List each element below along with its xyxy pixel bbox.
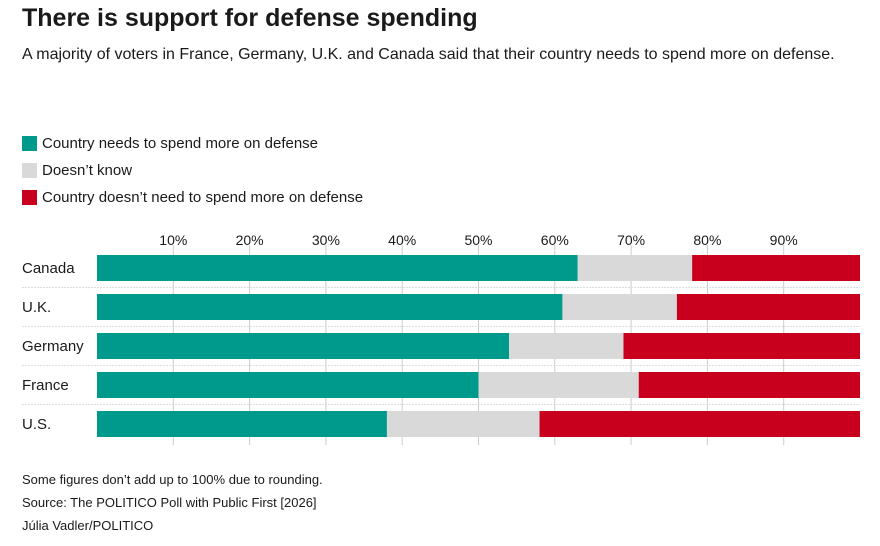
category-label: Canada xyxy=(22,260,75,277)
credit-note: Júlia Vadler/POLITICO xyxy=(22,518,154,533)
x-tick-label: 90% xyxy=(770,232,798,248)
bar-segment xyxy=(97,372,479,398)
bar-segment xyxy=(562,294,677,320)
legend-swatch xyxy=(22,136,37,151)
bar-segment xyxy=(623,333,860,359)
bar-segment xyxy=(638,372,860,398)
x-tick-label: 70% xyxy=(617,232,645,248)
chart-subtitle: A majority of voters in France, Germany,… xyxy=(22,46,835,63)
bar-segment xyxy=(97,294,563,320)
legend-label: Doesn’t know xyxy=(42,162,133,179)
category-label: France xyxy=(22,377,69,394)
x-tick-label: 60% xyxy=(541,232,569,248)
bar-segment xyxy=(509,333,624,359)
legend-swatch xyxy=(22,190,37,205)
footnotes: Some figures don’t add up to 100% due to… xyxy=(22,468,323,537)
rounding-note: Some figures don’t add up to 100% due to… xyxy=(22,472,323,487)
legend-item: Country doesn’t need to spend more on de… xyxy=(22,184,363,211)
bar-segment xyxy=(97,411,387,437)
legend: Country needs to spend more on defense D… xyxy=(22,130,363,211)
bar-segment xyxy=(692,255,860,281)
bar-segment xyxy=(386,411,540,437)
legend-label: Country needs to spend more on defense xyxy=(42,135,319,152)
legend-swatch xyxy=(22,163,37,178)
category-label: U.S. xyxy=(22,416,51,433)
x-tick-label: 40% xyxy=(388,232,416,248)
legend-item: Country needs to spend more on defense xyxy=(22,130,363,157)
chart-title: There is support for defense spending xyxy=(22,4,478,32)
source-note: Source: The POLITICO Poll with Public Fi… xyxy=(22,495,317,510)
bar-segment xyxy=(97,333,510,359)
legend-label: Country doesn’t need to spend more on de… xyxy=(42,189,364,206)
x-tick-label: 50% xyxy=(464,232,492,248)
bar-segment xyxy=(676,294,860,320)
x-tick-label: 10% xyxy=(159,232,187,248)
plot-area: 10% 20% 30% 40% 50% 60% 70% 80% 90% Canada U.K. Ger… xyxy=(22,232,860,445)
category-label: U.K. xyxy=(22,299,51,316)
category-label: Germany xyxy=(22,338,84,355)
bar-segment xyxy=(577,255,693,281)
bar-segment xyxy=(97,255,578,281)
bar-segment xyxy=(539,411,860,437)
legend-item: Doesn’t know xyxy=(22,157,363,184)
x-tick-label: 20% xyxy=(236,232,264,248)
x-tick-label: 80% xyxy=(693,232,721,248)
bar-segment xyxy=(478,372,639,398)
x-tick-label: 30% xyxy=(312,232,340,248)
